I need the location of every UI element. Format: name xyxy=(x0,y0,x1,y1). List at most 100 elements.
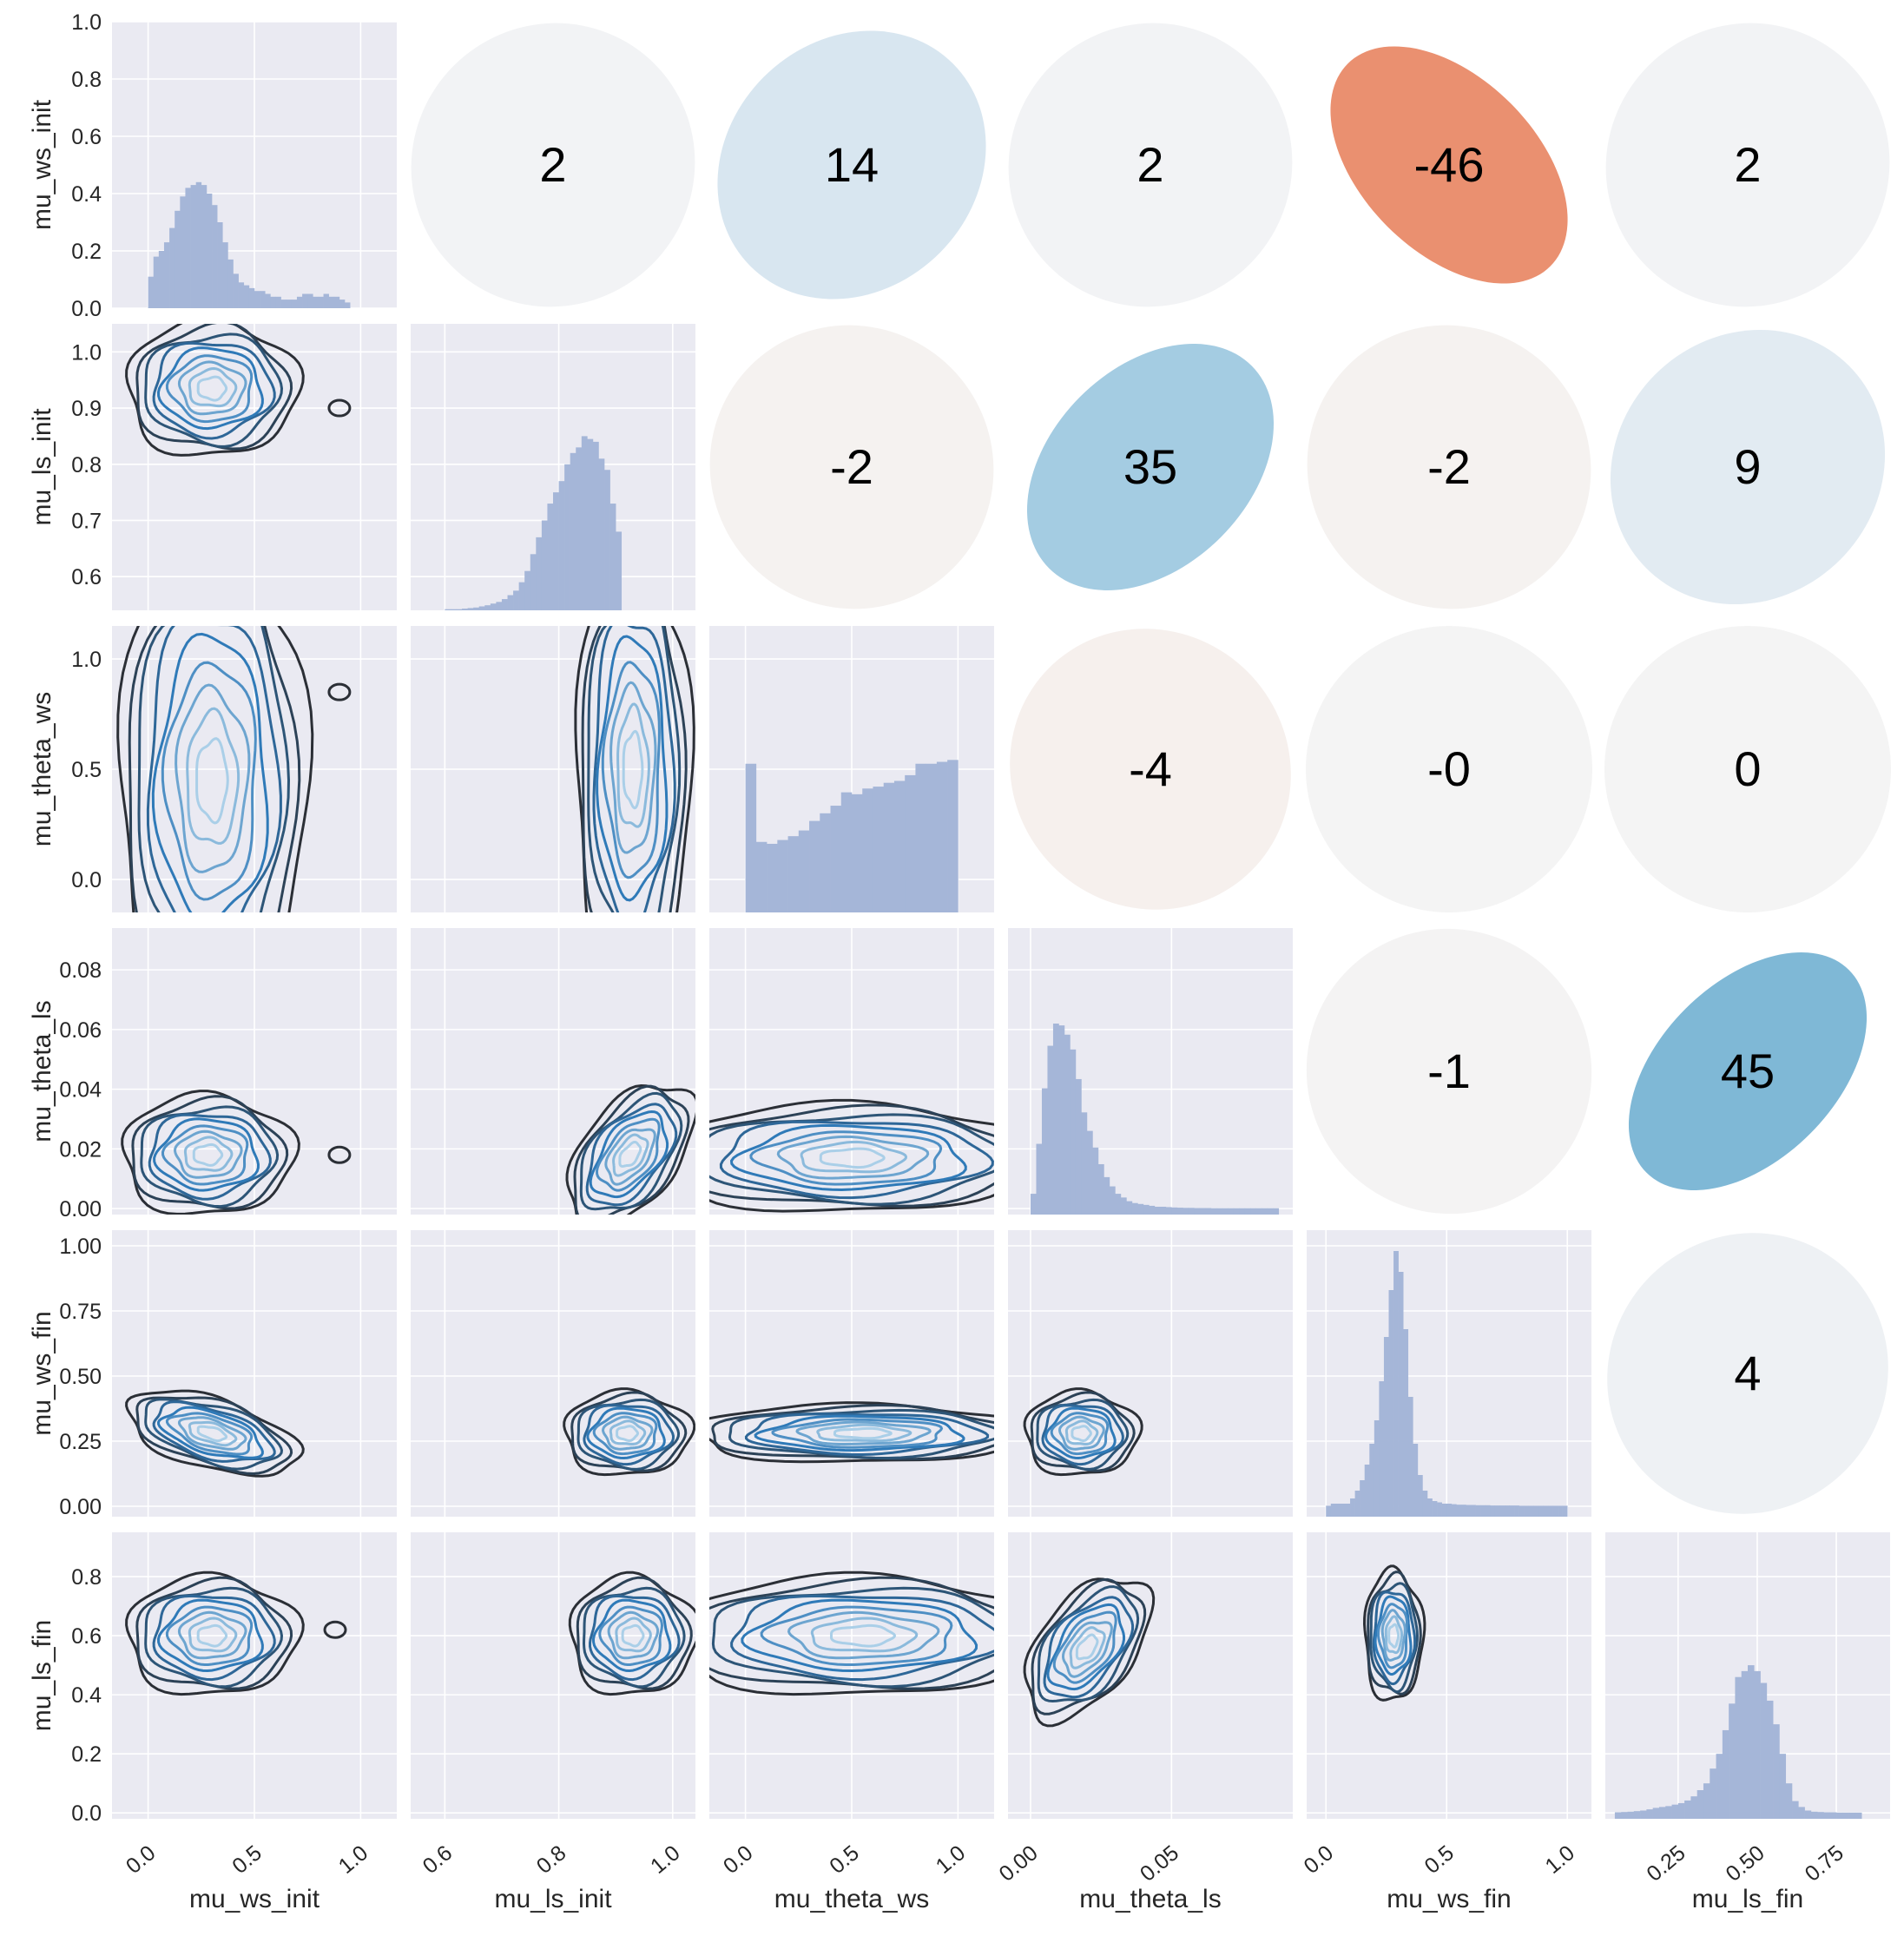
hist-bar xyxy=(296,296,303,308)
hist-bar xyxy=(1092,1147,1099,1215)
hist-bar xyxy=(936,761,948,912)
hist-bar xyxy=(286,300,293,308)
panel-mu_ls_init-vs-mu_theta_ws: -2 xyxy=(709,325,994,609)
hist-bar xyxy=(280,300,287,308)
kde-contour xyxy=(192,1143,224,1167)
kde-contour xyxy=(609,681,657,854)
hist-bar xyxy=(1149,1205,1156,1215)
kde-contour xyxy=(135,1576,293,1690)
kde-contour xyxy=(1052,1610,1117,1684)
panel-mu_theta_ws-vs-mu_ws_init xyxy=(112,626,397,912)
hist-bar xyxy=(1475,1505,1481,1517)
panel-mu_theta_ws-vs-mu_theta_ls: -4 xyxy=(1010,629,1291,910)
kde-contour xyxy=(196,1425,228,1443)
kde-contour xyxy=(188,1420,238,1447)
hist-bar xyxy=(1426,1498,1433,1517)
corr-label-mu_theta_ws-mu_theta_ls: -4 xyxy=(1129,741,1172,796)
kde-contour xyxy=(609,1419,647,1445)
kde-contour xyxy=(587,626,682,912)
kde-contour xyxy=(583,1404,675,1466)
kde-contour xyxy=(1071,1425,1092,1443)
x-tick-label: 0.25 xyxy=(1642,1841,1690,1887)
hist-bar xyxy=(1552,1505,1558,1517)
y-axis-label: mu_theta_ls xyxy=(28,1000,56,1142)
kde-contour xyxy=(576,1398,681,1471)
kde-contour xyxy=(760,1605,953,1666)
hist-bar xyxy=(1519,1505,1525,1517)
corr-ellipse-mu_theta_ls-mu_ws_fin xyxy=(1306,928,1592,1215)
hist-bar xyxy=(1437,1502,1442,1517)
hist-bar xyxy=(1030,1194,1037,1215)
hist-bar xyxy=(1104,1176,1110,1215)
hist-bar xyxy=(1194,1208,1201,1215)
panel-mu_theta_ws-vs-mu_ls_fin: 0 xyxy=(1604,626,1891,912)
hist-bar xyxy=(222,242,228,308)
hist-bar xyxy=(1047,1045,1054,1215)
hist-bar xyxy=(1558,1505,1563,1517)
hist-bar xyxy=(1528,1505,1534,1517)
hist-bar xyxy=(243,285,250,308)
hist-bar xyxy=(201,185,208,308)
kde-contour xyxy=(196,375,228,402)
hist-bar xyxy=(1364,1465,1370,1517)
hist-bar xyxy=(1188,1208,1195,1215)
hist-bar xyxy=(1081,1112,1088,1215)
panel-mu_ws_init-vs-mu_theta_ls: 2 xyxy=(1008,23,1293,307)
hist-bar xyxy=(507,595,514,610)
kde-contour xyxy=(161,661,257,901)
kde-contour xyxy=(144,1398,284,1471)
kde-contour xyxy=(601,661,661,879)
panel-mu_ls_fin-vs-mu_ws_init xyxy=(112,1532,397,1819)
panel-mu_theta_ls-vs-mu_ws_init xyxy=(112,928,397,1215)
kde-contour xyxy=(604,1128,656,1186)
hist-bar xyxy=(1143,1204,1150,1215)
kde-contour xyxy=(830,1623,897,1648)
hist-bar xyxy=(206,194,213,308)
hist-bar xyxy=(1810,1811,1818,1819)
x-tick-label: 0.5 xyxy=(227,1841,267,1879)
hist-bar xyxy=(1244,1208,1251,1215)
y-tick-label: 1.0 xyxy=(71,340,102,365)
corr-label-mu_ls_init-mu_theta_ws: -2 xyxy=(830,439,873,494)
hist-bar xyxy=(798,830,810,912)
hist-bar xyxy=(1836,1812,1843,1819)
y-tick-label: 0.6 xyxy=(71,125,102,149)
hist-bar xyxy=(265,293,271,308)
hist-bar xyxy=(1499,1505,1505,1517)
hist-bar xyxy=(1703,1783,1710,1819)
corr-ellipse-mu_ls_init-mu_theta_ls xyxy=(1026,343,1275,591)
y-tick-label: 0.4 xyxy=(71,182,102,207)
corr-label-mu_ws_init-mu_ls_init: 2 xyxy=(539,137,566,192)
x-axis-label: mu_ws_fin xyxy=(1387,1885,1511,1913)
panel-background xyxy=(1307,1532,1591,1819)
x-tick-label: 0.00 xyxy=(995,1841,1043,1887)
y-axis-label: mu_ls_fin xyxy=(28,1620,56,1731)
kde-contour xyxy=(144,1586,284,1689)
hist-bar xyxy=(1652,1808,1660,1819)
corr-label-mu_theta_ls-mu_ls_fin: 45 xyxy=(1721,1044,1775,1098)
hist-bar xyxy=(1255,1208,1262,1215)
hist-bar xyxy=(1205,1208,1212,1215)
hist-bar xyxy=(830,806,842,912)
hist-bar xyxy=(873,787,885,912)
hist-bar xyxy=(1533,1505,1539,1517)
panel-mu_ls_init-vs-mu_ls_init xyxy=(411,324,695,610)
kde-contour xyxy=(1374,1595,1413,1676)
hist-bar xyxy=(852,793,863,912)
hist-bar xyxy=(576,447,583,610)
hist-bar xyxy=(180,196,186,308)
hist-bar xyxy=(1524,1505,1530,1517)
corr-ellipse-mu_ls_init-mu_ls_fin xyxy=(1610,329,1886,605)
hist-bar xyxy=(541,520,548,610)
hist-bar xyxy=(212,205,218,308)
hist-bar xyxy=(1792,1801,1799,1819)
hist-bar xyxy=(1798,1807,1805,1819)
hist-bar xyxy=(1407,1397,1413,1517)
y-tick-label: 0.2 xyxy=(71,240,102,264)
panel-background xyxy=(411,1532,695,1819)
hist-bar xyxy=(195,181,202,308)
hist-bar xyxy=(1754,1670,1761,1819)
hist-bar xyxy=(1345,1504,1351,1517)
kde-contour xyxy=(177,1416,247,1451)
hist-bar xyxy=(318,296,324,308)
